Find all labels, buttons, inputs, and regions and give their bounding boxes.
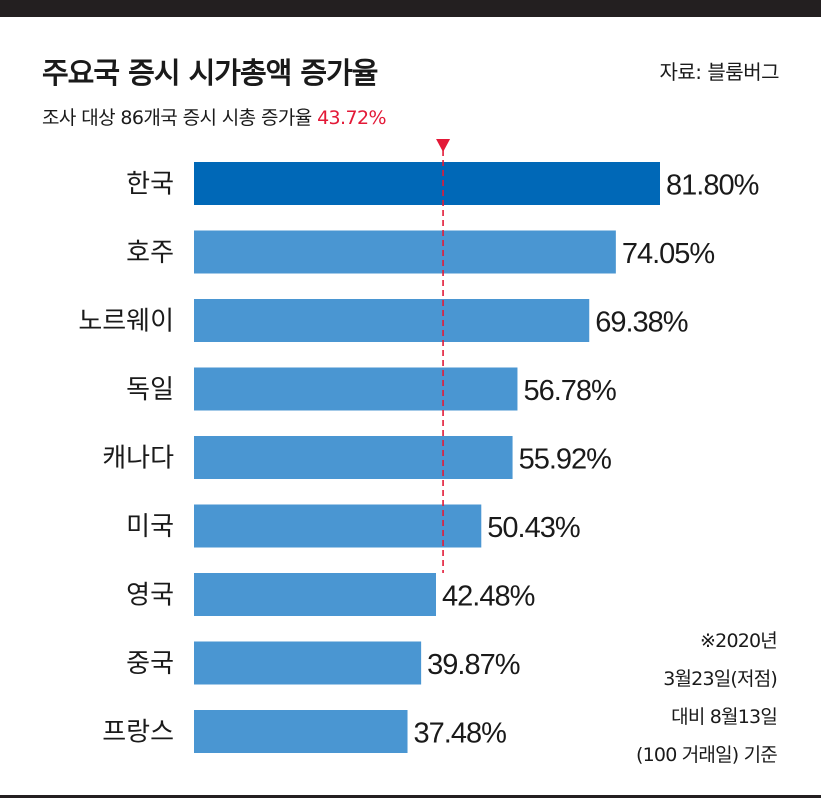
category-label: 영국 [126, 581, 174, 611]
bar [194, 573, 437, 616]
bar [194, 367, 518, 411]
chart-subtitle: 조사 대상 86개국 증시 시총 증가율 43.72% [42, 103, 387, 130]
bar [194, 436, 513, 479]
bar [194, 162, 660, 205]
category-label: 호주 [126, 238, 174, 268]
bottom-rule [0, 795, 821, 798]
category-label: 캐나다 [102, 444, 174, 474]
category-label: 한국 [126, 170, 174, 200]
value-label: 81.80% [666, 170, 759, 202]
reference-marker [436, 139, 451, 152]
top-band [0, 0, 821, 17]
footnote-line: ※2020년 [700, 630, 778, 652]
category-label: 노르웨이 [78, 307, 174, 337]
footnote-line: 대비 8월13일 [671, 706, 778, 728]
subtitle-average-value: 43.72% [317, 107, 386, 129]
value-label: 69.38% [595, 307, 688, 339]
bar [194, 641, 422, 685]
chart-title: 주요국 증시 시가총액 증가율 [42, 56, 378, 90]
value-label: 56.78% [523, 375, 616, 407]
category-label: 프랑스 [102, 718, 174, 748]
value-label: 39.87% [427, 649, 520, 681]
bar [194, 710, 408, 753]
category-label: 미국 [126, 512, 174, 542]
footnote-line: (100 거래일) 기준 [636, 744, 778, 766]
category-label: 중국 [126, 649, 174, 679]
bar [194, 299, 590, 342]
category-label: 독일 [126, 375, 174, 405]
value-label: 55.92% [519, 444, 612, 476]
bar [194, 230, 616, 274]
subtitle-text: 조사 대상 86개국 증시 시총 증가율 [42, 107, 318, 129]
value-label: 74.05% [622, 238, 715, 270]
value-label: 50.43% [487, 512, 580, 544]
footnote: ※2020년 3월23일(저점) 대비 8월13일 (100 거래일) 기준 [636, 622, 778, 774]
footnote-line: 3월23일(저점) [663, 668, 778, 690]
value-label: 42.48% [442, 581, 535, 613]
value-label: 37.48% [414, 718, 507, 750]
bar [194, 504, 482, 548]
source-note: 자료: 블룸버그 [659, 60, 780, 84]
